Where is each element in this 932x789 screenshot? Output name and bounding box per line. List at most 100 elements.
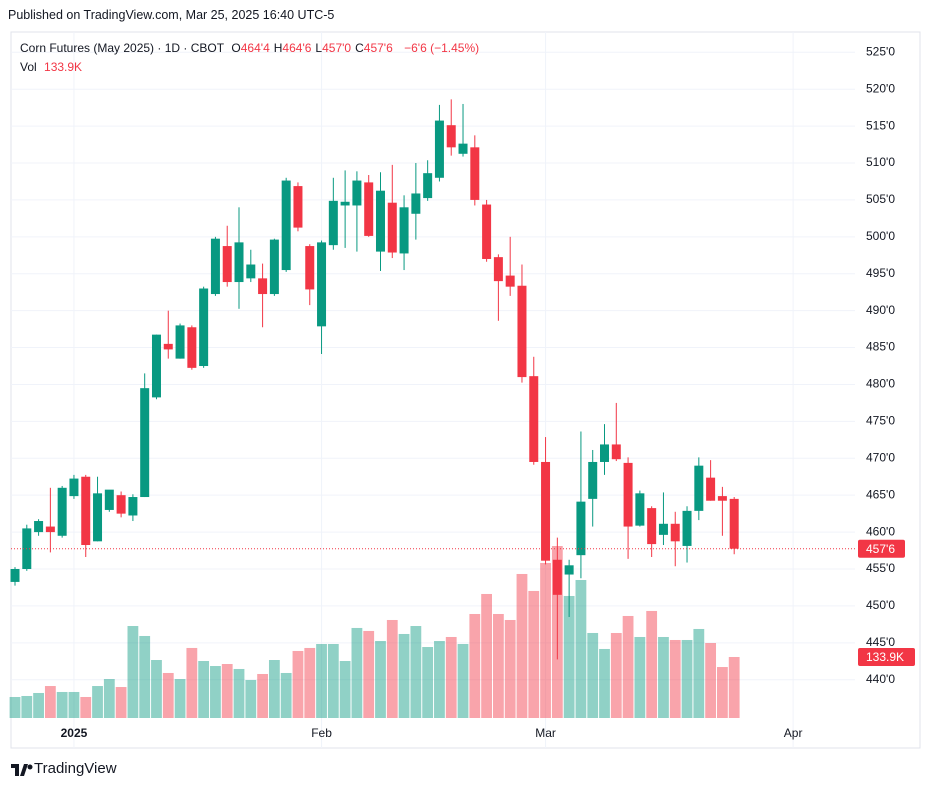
volume-bar	[268, 659, 280, 718]
published-note: Published on TradingView.com, Mar 25, 20…	[8, 8, 335, 22]
volume-bar	[221, 664, 233, 718]
volume-bar	[245, 680, 257, 718]
volume-bar	[681, 639, 693, 718]
candle-body	[493, 257, 503, 282]
y-tick-label: 500'0	[866, 229, 895, 243]
candle-body	[505, 275, 515, 287]
candle-body	[470, 147, 480, 200]
candle-body	[69, 478, 79, 497]
brand-name: TradingView	[34, 760, 117, 777]
candle-body	[328, 200, 338, 246]
x-tick-label: 2025	[61, 726, 88, 740]
volume-bar	[386, 619, 398, 718]
y-tick-label: 520'0	[866, 81, 895, 95]
candle-body	[10, 569, 20, 582]
x-tick-label: Feb	[311, 726, 332, 740]
candle-body	[446, 125, 456, 148]
volume-bar	[599, 648, 610, 718]
volume-bar	[658, 636, 669, 718]
candle-body	[93, 493, 103, 542]
volume-bar	[316, 644, 327, 718]
volume-bar	[56, 691, 68, 718]
volume-bar	[540, 562, 551, 718]
ohlc-value: 457'0	[322, 41, 352, 55]
volume-bar	[139, 635, 151, 718]
volume-bar	[504, 619, 516, 718]
candle-body	[234, 242, 244, 283]
candle-body	[246, 264, 256, 279]
volume-bar	[351, 627, 363, 718]
legend-row: Vol 133.9K	[20, 58, 483, 77]
volume-bar	[103, 678, 115, 718]
y-tick-label: 485'0	[866, 340, 895, 354]
volume-bar	[610, 632, 622, 718]
volume-bar	[422, 647, 434, 718]
volume-bar	[492, 613, 504, 718]
volume-bar	[233, 668, 245, 718]
volume-bar	[21, 695, 33, 718]
volume-bar	[127, 626, 139, 718]
volume-bar	[186, 647, 198, 718]
volume-bar	[44, 686, 56, 718]
volume-bar	[327, 644, 339, 718]
volume-bar	[481, 593, 492, 718]
legend-row: Corn Futures (May 2025) · 1D · CBOT O464…	[20, 39, 483, 58]
candle-body	[81, 476, 91, 546]
volume-bar	[92, 686, 103, 718]
volume-bar	[162, 672, 174, 718]
ohlc-key: C	[355, 41, 364, 55]
candle-body	[352, 180, 362, 206]
last-price-tag	[858, 539, 905, 558]
candle-body	[600, 444, 609, 462]
legend: Corn Futures (May 2025) · 1D · CBOT O464…	[20, 39, 483, 77]
candle-body	[611, 444, 621, 460]
candle-body	[364, 182, 374, 236]
ohlc-value: 464'4	[240, 41, 270, 55]
candle-body	[694, 465, 704, 511]
candle-body	[682, 510, 692, 546]
x-tick-label: Apr	[784, 726, 803, 740]
ohlc-value: 457'6	[363, 41, 393, 55]
volume-bar	[457, 644, 469, 718]
candle-body	[281, 180, 291, 271]
volume-bar	[445, 636, 457, 718]
volume-bar	[80, 696, 92, 718]
ohlc-key: L	[315, 41, 323, 55]
candle-body	[529, 376, 539, 462]
candle-body	[411, 193, 421, 214]
ohlc-values: O464'4 H464'6 L457'0 C457'6	[231, 41, 396, 55]
ohlc-value: 464'6	[282, 41, 312, 55]
candle-body	[57, 487, 67, 536]
volume-bar	[434, 640, 445, 718]
volume-bar	[693, 628, 705, 718]
candle-body	[541, 461, 551, 561]
volume-bar	[33, 692, 44, 718]
candle-body	[458, 143, 468, 154]
candle-body	[116, 495, 126, 514]
volume-bar	[304, 647, 316, 718]
volume-name: Vol	[20, 60, 37, 74]
y-tick-label: 490'0	[866, 303, 895, 317]
candle-body	[140, 388, 150, 498]
volume-bar	[717, 667, 728, 718]
candle-body	[658, 523, 668, 535]
change-label: −6'6 (−1.45%)	[404, 41, 480, 55]
y-tick-label: 510'0	[866, 155, 895, 169]
volume-bar	[622, 615, 634, 718]
ohlc-key: O	[231, 41, 241, 55]
candle-body	[434, 120, 444, 178]
volume-bar	[563, 595, 575, 718]
volume-bar	[174, 678, 186, 718]
y-tick-label: 525'0	[866, 44, 895, 58]
candle-body	[305, 246, 315, 290]
volume-bar	[292, 650, 304, 718]
y-tick-label: 470'0	[866, 450, 895, 464]
candle-body	[729, 498, 739, 549]
candle-body	[293, 186, 303, 228]
volume-bar	[339, 661, 351, 718]
volume-bar	[669, 639, 681, 718]
candle-body	[588, 461, 598, 499]
volume-bar	[587, 632, 599, 718]
volume-bar	[398, 633, 410, 718]
